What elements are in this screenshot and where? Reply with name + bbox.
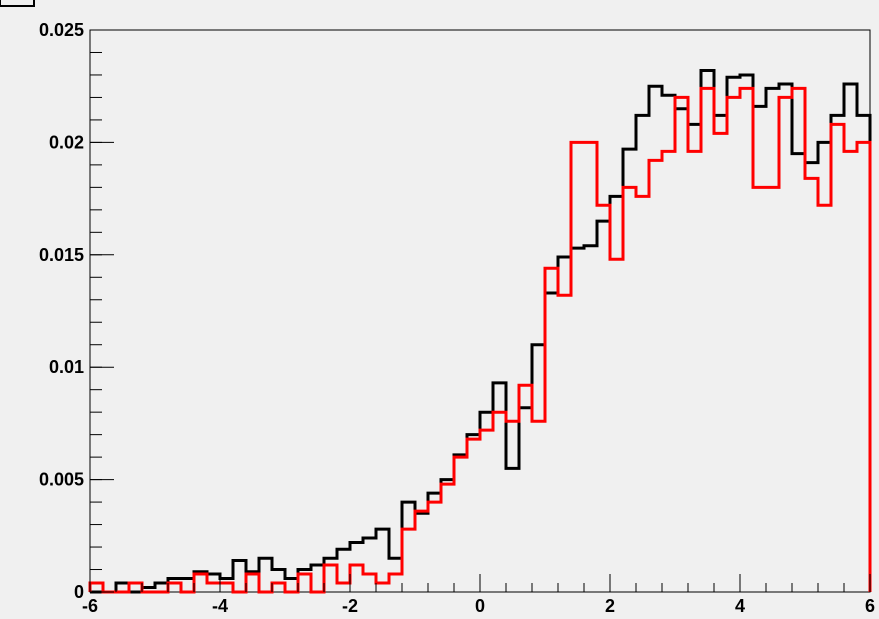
- x-tick-label: 0: [475, 596, 485, 616]
- x-tick-label: 2: [605, 596, 615, 616]
- y-tick-label: 0: [74, 582, 84, 602]
- x-tick-label: -4: [212, 596, 228, 616]
- axis-layer: -6 -4 -2 0 2 4 6 0 0.005 0.01 0.015 0.02 0.025: [39, 20, 875, 616]
- y-tick-label: 0.005: [39, 470, 84, 490]
- x-tick-label: 6: [865, 596, 875, 616]
- x-tick-label: 4: [735, 596, 745, 616]
- series-layer: [88, 69, 872, 594]
- y-tick-label: 0.02: [49, 132, 84, 152]
- y-tick-label: 0.015: [39, 245, 84, 265]
- corner-stats-box: [0, 0, 35, 7]
- y-tick-label: 0.01: [49, 357, 84, 377]
- x-tick-label: -2: [342, 596, 358, 616]
- series-2-line: [88, 86, 872, 594]
- y-tick-label: 0.025: [39, 20, 84, 40]
- x-tick-label: -6: [82, 596, 98, 616]
- plot-frame: [89, 29, 871, 593]
